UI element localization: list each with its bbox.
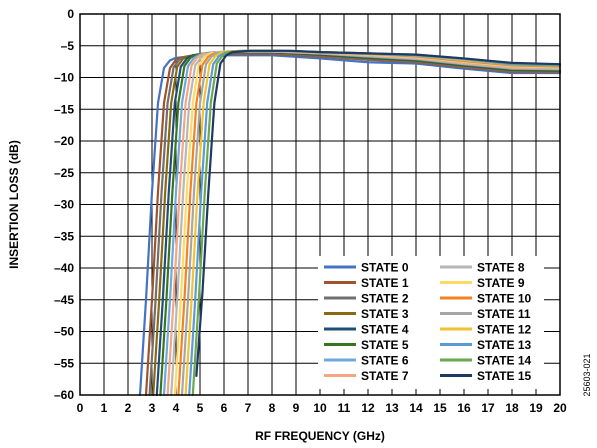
- y-axis-label: INSERTION LOSS (dB): [7, 140, 21, 269]
- legend-label: STATE 6: [361, 354, 409, 368]
- x-tick-label: 19: [529, 401, 543, 415]
- x-axis-label: RF FREQUENCY (GHz): [255, 429, 385, 443]
- y-tick-label: –55: [54, 356, 74, 370]
- x-tick-label: 4: [173, 401, 180, 415]
- x-tick-label: 2: [125, 401, 132, 415]
- x-tick-label: 20: [553, 401, 567, 415]
- y-tick-labels: 0 –5 –10 –15 –20 –25 –30 –35 –40 –45 –50 –55 –60: [54, 7, 74, 402]
- y-tick-label: –40: [54, 261, 74, 275]
- x-tick-label: 7: [245, 401, 252, 415]
- figure-id: 25603-021: [582, 353, 592, 396]
- x-tick-label: 0: [77, 401, 84, 415]
- x-tick-label: 15: [433, 401, 447, 415]
- x-tick-label: 8: [269, 401, 276, 415]
- x-tick-label: 16: [457, 401, 471, 415]
- x-tick-label: 18: [505, 401, 519, 415]
- x-tick-label: 5: [197, 401, 204, 415]
- x-tick-label: 9: [293, 401, 300, 415]
- legend-label: STATE 7: [361, 369, 409, 383]
- legend-background: [318, 256, 544, 389]
- series-lines: [138, 49, 562, 397]
- y-tick-label: –45: [54, 293, 74, 307]
- legend-label: STATE 15: [477, 369, 532, 383]
- legend-label: STATE 13: [477, 338, 532, 352]
- y-tick-label: –20: [54, 134, 74, 148]
- legend-label: STATE 5: [361, 338, 409, 352]
- x-tick-labels: 0 1 2 3 4 5 6 7 8 9 10 11 12 13 14 15 16 17 18 19 20: [77, 401, 567, 415]
- x-tick-label: 12: [361, 401, 375, 415]
- y-tick-label: –10: [54, 71, 74, 85]
- x-tick-label: 10: [313, 401, 327, 415]
- y-tick-label: –15: [54, 102, 74, 116]
- legend-label: STATE 3: [361, 307, 409, 321]
- x-tick-label: 11: [338, 401, 351, 415]
- y-tick-label: –35: [54, 229, 74, 243]
- y-tick-label: –50: [54, 325, 74, 339]
- x-tick-label: 6: [221, 401, 228, 415]
- legend-label: STATE 2: [361, 292, 409, 306]
- plot-frame: [79, 13, 561, 396]
- y-tick-label: –30: [54, 198, 74, 212]
- legend-label: STATE 0: [361, 261, 409, 275]
- legend-label: STATE 8: [477, 261, 525, 275]
- legend-label: STATE 14: [477, 354, 532, 368]
- legend-label: STATE 11: [477, 307, 531, 321]
- legend-label: STATE 9: [477, 276, 525, 290]
- x-tick-label: 13: [385, 401, 399, 415]
- y-tick-label: –25: [54, 166, 74, 180]
- y-tick-label: 0: [67, 7, 74, 21]
- legend-label: STATE 4: [361, 323, 409, 337]
- x-tick-label: 1: [101, 401, 108, 415]
- y-tick-label: –5: [61, 39, 75, 53]
- x-tick-label: 3: [149, 401, 156, 415]
- legend-label: STATE 1: [361, 276, 409, 290]
- legend-label: STATE 10: [477, 292, 532, 306]
- legend-label: STATE 12: [477, 323, 532, 337]
- x-tick-label: 14: [409, 401, 423, 415]
- x-tick-label: 17: [481, 401, 495, 415]
- series-line-state-15: [195, 49, 562, 378]
- y-tick-label: –60: [54, 388, 74, 402]
